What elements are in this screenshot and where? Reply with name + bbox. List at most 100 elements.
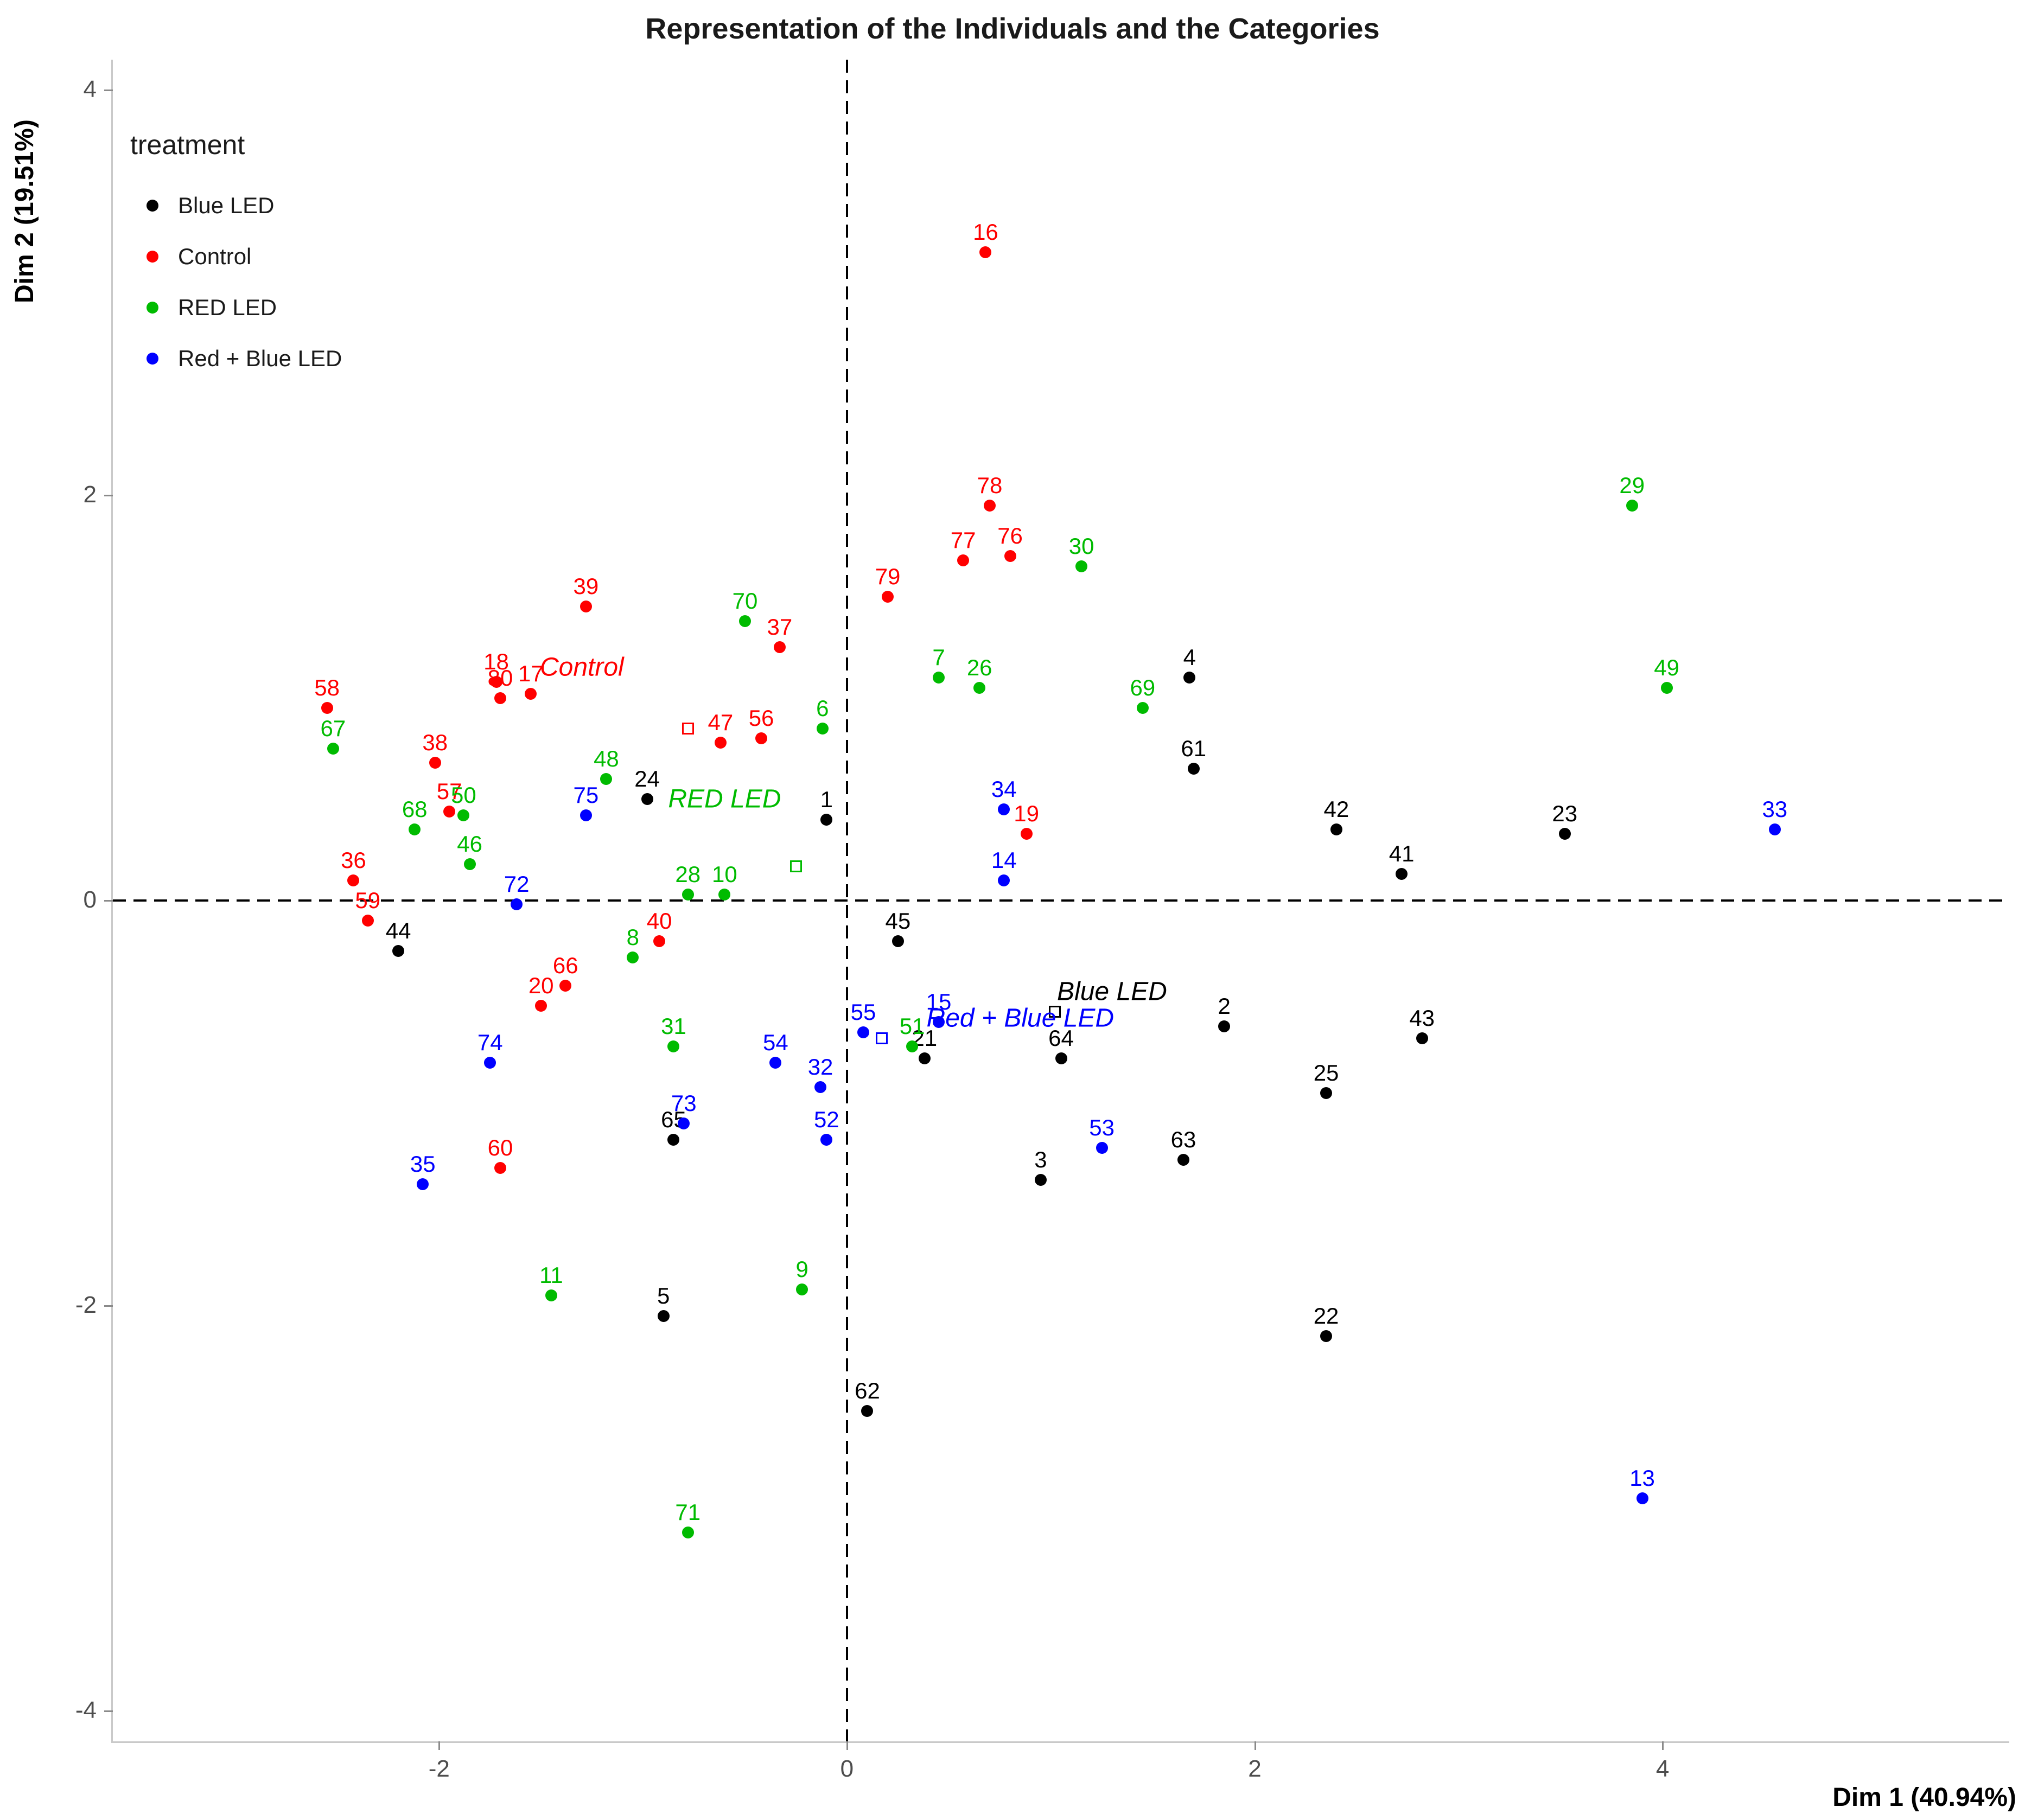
chart-title: Representation of the Individuals and th… — [645, 12, 1380, 45]
y-tick-mark — [104, 1305, 113, 1307]
data-point-label: 6 — [816, 695, 829, 721]
data-point-label: 4 — [1183, 644, 1196, 670]
x-tick-mark — [438, 1741, 441, 1750]
zero-y-dashed-line — [113, 899, 2009, 902]
data-point-label: 42 — [1323, 796, 1349, 822]
data-point — [933, 1016, 945, 1029]
data-point — [1187, 763, 1200, 775]
legend-title: treatment — [130, 130, 245, 160]
data-point-label: 66 — [552, 952, 578, 978]
data-point — [429, 757, 441, 769]
data-point — [1183, 672, 1196, 684]
category-point — [875, 1032, 888, 1044]
data-point — [1136, 702, 1149, 714]
legend-item-label: Blue LED — [178, 193, 275, 218]
x-tick-mark — [846, 1741, 848, 1750]
data-point-label: 80 — [487, 665, 513, 691]
data-point — [891, 935, 904, 947]
x-axis-label: Dim 1 (40.94%) — [1832, 1783, 2016, 1812]
data-point — [321, 702, 333, 714]
data-point — [718, 888, 731, 901]
plot-area: -2 0 2 4 -4 -2 0 2 4 1 2 3 4 5 21 22 23 24 25 41 42 43 44 45 61 6… — [75, 60, 2009, 1782]
data-point — [580, 601, 592, 613]
data-point-label: 33 — [1762, 796, 1788, 822]
data-point — [463, 858, 476, 870]
data-point-label: 36 — [341, 847, 366, 873]
data-point-label: 40 — [646, 908, 672, 934]
data-point — [983, 499, 996, 512]
data-point-label: 18 — [483, 648, 509, 674]
data-point — [979, 246, 992, 258]
data-point — [682, 888, 694, 901]
x-tick-label: 2 — [1248, 1755, 1262, 1782]
data-point-label: 53 — [1089, 1114, 1115, 1140]
data-point-label: 70 — [732, 587, 758, 614]
data-point-label: 23 — [1552, 800, 1578, 826]
data-point — [511, 898, 523, 911]
data-point — [490, 675, 502, 688]
data-point — [1660, 681, 1673, 694]
data-point-label: 55 — [850, 999, 876, 1025]
data-point — [361, 915, 374, 927]
data-point — [1055, 1052, 1067, 1065]
data-point-label: 59 — [355, 887, 381, 914]
data-point — [525, 688, 537, 700]
data-point-label: 77 — [950, 527, 976, 553]
data-point-label: 74 — [477, 1029, 503, 1055]
data-point-label: 34 — [991, 776, 1017, 802]
y-tick-mark — [104, 1710, 113, 1712]
data-point — [861, 1405, 874, 1417]
data-point — [773, 641, 786, 654]
data-point-label: 22 — [1313, 1303, 1339, 1329]
data-point-label: 45 — [885, 908, 911, 934]
data-point-label: 47 — [708, 709, 734, 735]
data-point — [1075, 560, 1088, 572]
data-point-label: 78 — [977, 472, 1003, 498]
category-label: Blue LED — [1057, 977, 1167, 1006]
data-point-label: 14 — [991, 847, 1017, 873]
data-point-label: 64 — [1048, 1025, 1074, 1051]
data-point — [327, 742, 339, 755]
data-point-label: 41 — [1389, 841, 1415, 867]
data-point-label: 46 — [457, 831, 483, 857]
data-point-label: 17 — [518, 661, 544, 687]
category-point — [1049, 1006, 1061, 1018]
data-point-label: 30 — [1068, 533, 1094, 559]
data-point-label: 49 — [1654, 654, 1679, 680]
category-label: RED LED — [668, 784, 781, 814]
data-point-label: 7 — [932, 644, 945, 670]
y-tick-label: -2 — [75, 1291, 97, 1318]
data-point-label: 51 — [899, 1013, 925, 1039]
data-point — [1396, 868, 1408, 880]
y-tick-label: 0 — [83, 886, 97, 913]
data-point-label: 75 — [573, 782, 599, 808]
y-tick-label: 2 — [83, 481, 97, 508]
data-point-label: 19 — [1014, 800, 1039, 826]
data-point — [1320, 1087, 1333, 1099]
data-point — [678, 1117, 690, 1129]
data-point-label: 71 — [675, 1499, 701, 1525]
data-point — [857, 1026, 869, 1038]
data-point-label: 24 — [634, 766, 660, 792]
data-point-label: 2 — [1218, 993, 1231, 1019]
data-point-label: 31 — [661, 1013, 686, 1039]
data-point-label: 8 — [626, 924, 639, 950]
data-point — [1218, 1020, 1231, 1032]
y-tick-label: -4 — [75, 1696, 97, 1723]
data-point-label: 1 — [820, 786, 833, 812]
data-point — [814, 1081, 827, 1093]
legend-items: Blue LED Control RED LED Red + Blue LED — [130, 180, 342, 384]
data-point-label: 73 — [671, 1090, 697, 1116]
data-point — [1626, 499, 1638, 512]
data-point — [1768, 823, 1781, 836]
data-point-label: 62 — [855, 1378, 880, 1404]
data-point — [1558, 827, 1571, 840]
data-point-label: 28 — [675, 861, 701, 887]
data-point-label: 10 — [712, 861, 737, 887]
data-point — [714, 736, 727, 749]
data-point-label: 79 — [875, 563, 901, 589]
data-point — [1034, 1174, 1047, 1186]
data-point-label: 25 — [1313, 1059, 1339, 1085]
y-tick-mark — [104, 90, 113, 92]
